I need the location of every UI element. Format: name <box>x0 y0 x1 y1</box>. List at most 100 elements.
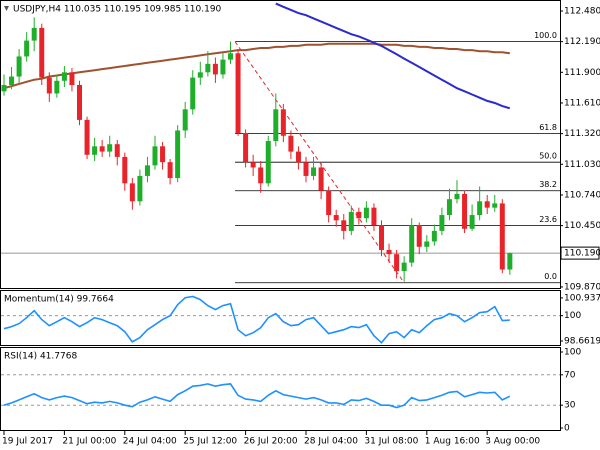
candle-body <box>499 203 505 270</box>
fib-label: 50.0 <box>539 152 557 161</box>
candle-body <box>137 175 143 202</box>
fib-trend-line <box>234 41 405 284</box>
candle-body <box>190 77 196 110</box>
y-tick-label: 109.870 <box>564 282 600 292</box>
candle-body <box>439 215 445 231</box>
chart-title: USDJPY,H4 110.035 110.195 109.985 110.19… <box>13 5 222 15</box>
y-tick-label: 111.030 <box>564 160 600 170</box>
candle-body <box>462 193 468 229</box>
candle-body <box>77 84 82 120</box>
candle-body <box>24 40 30 57</box>
candle-body <box>39 27 45 78</box>
candle-body <box>182 109 188 131</box>
x-tick-label: 19 Jul 2017 <box>2 437 53 447</box>
y-tick-label: 100.9372 <box>564 293 600 303</box>
fib-label: 100.0 <box>534 31 557 40</box>
symbol-icon <box>4 6 9 11</box>
x-tick-label: 26 Jul 20:00 <box>244 437 298 447</box>
x-tick-label: 21 Jul 00:00 <box>62 437 116 447</box>
candle-body <box>416 225 422 247</box>
candle-body <box>122 156 128 184</box>
candle-body <box>371 207 377 226</box>
candle-body <box>303 162 309 176</box>
current-price-label: 110.190 <box>564 249 600 259</box>
candle-body <box>477 201 483 216</box>
y-tick-label: 70 <box>564 370 576 380</box>
candle-body <box>401 262 407 272</box>
y-tick-label: 98.6619 <box>564 336 600 346</box>
candle-body <box>258 167 264 184</box>
y-tick-label: 0 <box>564 424 570 434</box>
x-tick-label: 3 Aug 00:00 <box>485 437 540 447</box>
candle-body <box>175 130 181 179</box>
indicator-line <box>275 2 511 110</box>
candle-body <box>235 53 241 134</box>
candle-body <box>484 201 490 208</box>
candle-body <box>167 162 173 179</box>
main-panel-frame <box>0 0 561 289</box>
candle-body <box>152 146 158 166</box>
candle-body <box>386 249 392 255</box>
candle-body <box>46 77 52 94</box>
candle-body <box>1 84 7 92</box>
candle-body <box>160 146 166 163</box>
fib-label: 0.0 <box>544 272 557 281</box>
candle-body <box>341 220 347 231</box>
candle-body <box>99 146 105 152</box>
candle-body <box>318 167 324 191</box>
candle-body <box>356 211 362 219</box>
y-tick-label: 111.610 <box>564 98 600 108</box>
candle-body <box>424 241 430 247</box>
y-tick-label: 100 <box>564 348 581 358</box>
x-tick-label: 25 Jul 12:00 <box>183 437 237 447</box>
candle-body <box>197 72 203 78</box>
y-tick-label: 30 <box>564 401 576 411</box>
candle-body <box>69 72 75 85</box>
candle-body <box>280 109 286 136</box>
candle-body <box>492 203 498 208</box>
y-tick-label: 110.740 <box>564 190 600 200</box>
momentum-title: Momentum(14) 99.7664 <box>4 295 114 305</box>
x-tick-label: 28 Jul 04:00 <box>304 437 358 447</box>
y-tick-label: 111.900 <box>564 68 600 78</box>
y-tick-label: 112.480 <box>564 6 600 16</box>
candle-body <box>84 119 90 155</box>
candle-body <box>205 63 211 73</box>
fib-label: 61.8 <box>539 123 557 132</box>
candle-body <box>394 254 400 272</box>
y-tick-label: 110.450 <box>564 221 600 231</box>
indicator-line <box>3 295 510 344</box>
x-tick-label: 31 Jul 08:00 <box>364 437 418 447</box>
fib-label: 23.6 <box>539 215 557 224</box>
candle-body <box>54 80 60 94</box>
y-tick-label: 100 <box>564 311 581 321</box>
candle-body <box>469 215 475 229</box>
candle-body <box>129 183 135 202</box>
x-tick-label: 1 Aug 16:00 <box>425 437 480 447</box>
candle-body <box>363 207 369 219</box>
candle-body <box>114 144 120 157</box>
candle-body <box>228 53 233 60</box>
candle-body <box>220 59 226 75</box>
indicator-line <box>3 42 510 90</box>
candle-body <box>273 109 279 142</box>
candle-body <box>16 56 22 77</box>
candle-body <box>265 141 271 184</box>
rsi-panel-frame <box>0 347 561 431</box>
fib-label: 38.2 <box>539 180 557 189</box>
candle-body <box>144 165 150 176</box>
candle-body <box>31 27 37 41</box>
candle-body <box>250 162 256 168</box>
candle-body <box>379 225 384 250</box>
candle-body <box>243 133 249 163</box>
candle-body <box>446 199 452 216</box>
candle-body <box>326 190 332 216</box>
candle-body <box>507 253 513 270</box>
current-price-box <box>560 246 600 260</box>
candle-body <box>92 146 98 155</box>
candle-body <box>61 72 67 81</box>
indicator-line <box>3 383 511 409</box>
candle-body <box>311 167 317 176</box>
